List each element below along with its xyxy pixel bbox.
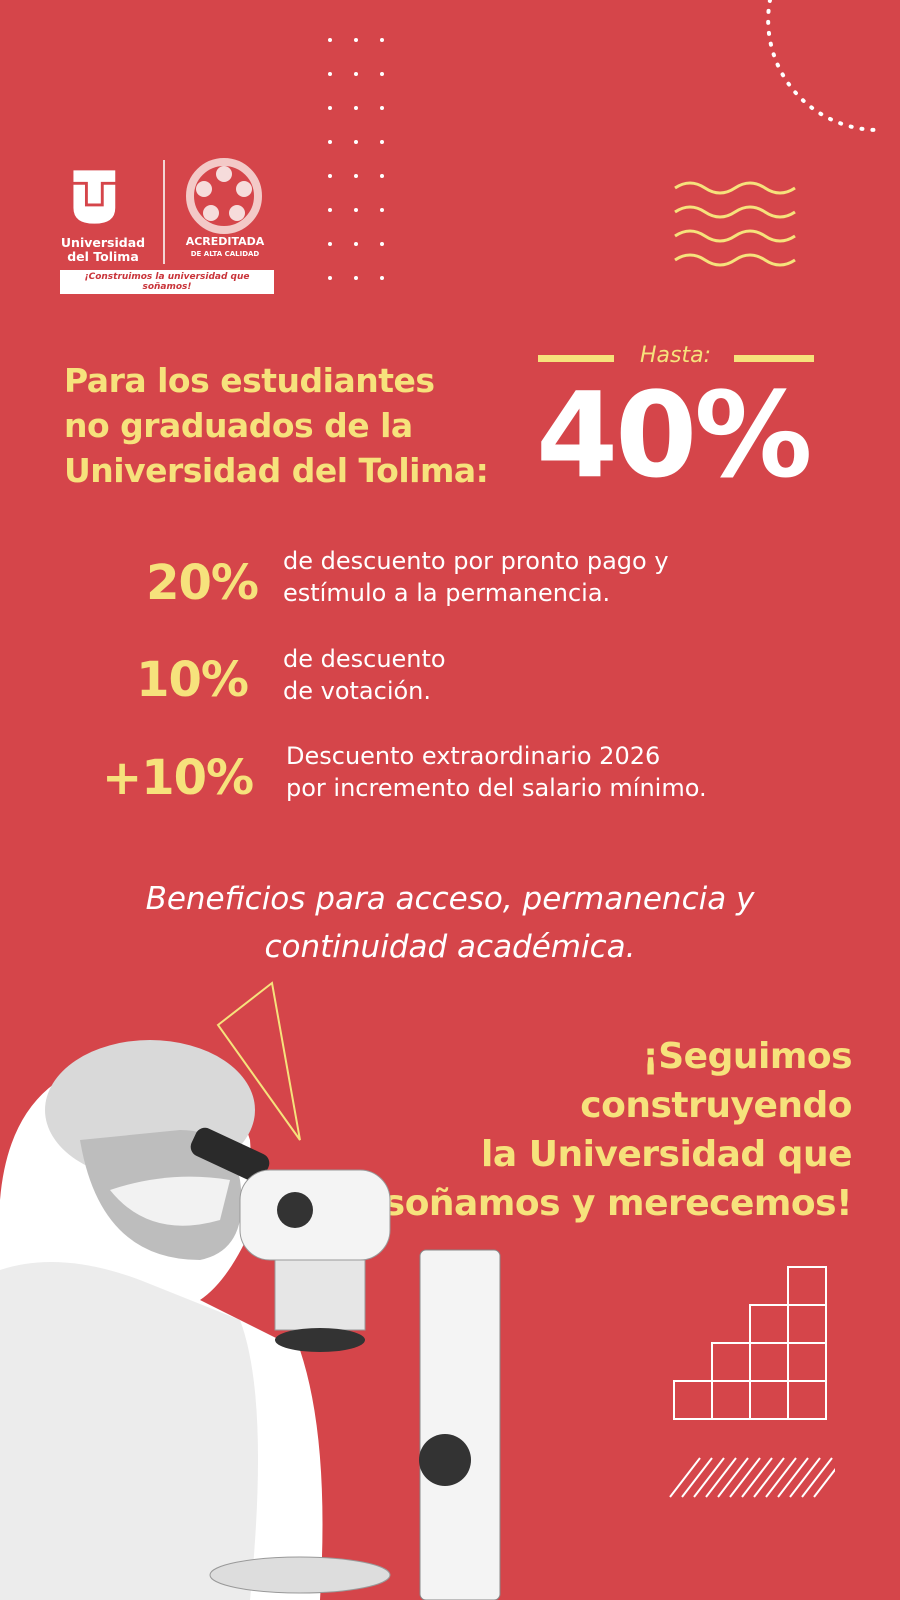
- discount-line: Descuento extraordinario 2026: [286, 742, 661, 770]
- discount-line: de votación.: [283, 677, 432, 705]
- discount-line: de descuento: [283, 645, 446, 673]
- closing-line: la Universidad que: [481, 1134, 852, 1175]
- wave-lines-decoration: [674, 181, 796, 267]
- university-name-line: Universidad: [60, 235, 146, 250]
- staircase-grid-decoration: [673, 1266, 827, 1420]
- accreditation-label: ACREDITADA DE ALTA CALIDAD: [180, 236, 270, 260]
- university-name: Universidad del Tolima: [58, 236, 148, 264]
- hasta-bar-right: [734, 355, 814, 362]
- scientist-with-microscope-image: [0, 1040, 501, 1600]
- discount-percent: +10%: [102, 750, 254, 806]
- headline: Para los estudiantes no graduados de la …: [64, 358, 489, 493]
- accreditation-seal-icon: [186, 158, 262, 234]
- discount-description: de descuento por pronto pago y estímulo …: [283, 545, 669, 609]
- discount-percent: 20%: [146, 555, 259, 611]
- discount-line: por incremento del salario mínimo.: [286, 774, 707, 802]
- headline-line: no graduados de la: [64, 406, 413, 445]
- logo-divider: [163, 160, 165, 264]
- max-discount-value: 40%: [536, 366, 812, 504]
- slogan-banner: ¡Construimos la universidad que soñamos!: [60, 270, 274, 294]
- dot-grid-decoration: [328, 38, 384, 280]
- hasta-bar-left: [538, 355, 614, 362]
- university-name-line: del Tolima: [67, 249, 139, 264]
- benefits-line: continuidad académica.: [264, 929, 636, 965]
- headline-line: Universidad del Tolima:: [64, 451, 489, 490]
- diagonal-hatch-decoration: [669, 1457, 835, 1498]
- accreditation-subtitle: DE ALTA CALIDAD: [190, 250, 260, 258]
- closing-message: ¡Seguimos construyendo la Universidad qu…: [372, 1032, 853, 1228]
- university-logo-icon: [73, 170, 116, 224]
- benefits-line: Beneficios para acceso, permanencia y: [145, 881, 755, 917]
- discount-description: de descuento de votación.: [283, 643, 446, 707]
- triangle-outline-decoration: [216, 981, 301, 1141]
- accreditation-title: ACREDITADA: [185, 235, 265, 248]
- closing-line: ¡Seguimos construyendo: [580, 1036, 852, 1126]
- hasta-label: Hasta:: [640, 343, 712, 368]
- benefits-statement: Beneficios para acceso, permanencia y co…: [0, 875, 900, 971]
- discount-line: estímulo a la permanencia.: [283, 579, 611, 607]
- dotted-arc-decoration: [766, 0, 882, 133]
- discount-description: Descuento extraordinario 2026 por increm…: [286, 740, 707, 804]
- closing-line: soñamos y merecemos!: [383, 1183, 853, 1224]
- discount-line: de descuento por pronto pago y: [283, 547, 669, 575]
- discount-percent: 10%: [136, 652, 249, 708]
- headline-line: Para los estudiantes: [64, 361, 435, 400]
